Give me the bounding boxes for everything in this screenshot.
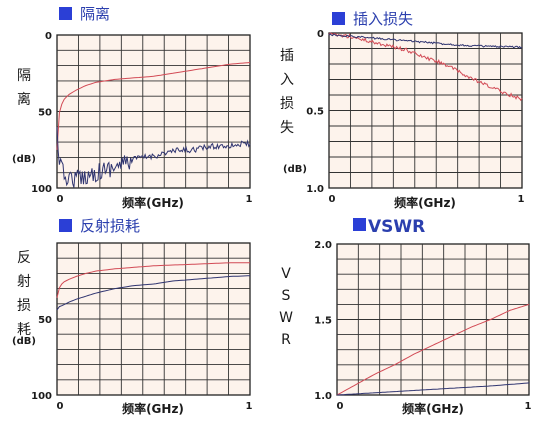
x-tick-label: 0 xyxy=(57,194,64,205)
return-loss-ylabel-unit: (dB) xyxy=(12,336,36,347)
series-line-red xyxy=(336,303,530,396)
x-tick-label: 0 xyxy=(337,401,344,412)
return-loss-ylabel: 反射损耗 (dB) xyxy=(12,250,36,347)
ylabel-char: V xyxy=(281,266,291,282)
insertion-loss-grid xyxy=(329,33,522,188)
y-tick-label: 1.0 xyxy=(306,184,324,195)
y-tick-label: 100 xyxy=(31,391,52,402)
return-loss-ylabel-text: 反射损耗 xyxy=(17,250,31,338)
ylabel-char: W xyxy=(279,310,293,326)
return-loss-series xyxy=(56,262,251,311)
series-line-blue xyxy=(56,275,251,311)
ylabel-char: 耗 xyxy=(17,322,31,338)
y-tick-label: 0.5 xyxy=(306,107,324,118)
isolation-ylabel-text: 隔离 xyxy=(17,68,31,108)
ylabel-char: 损 xyxy=(17,298,31,314)
ylabel-char: 隔 xyxy=(17,68,31,84)
x-tick-label: 1 xyxy=(518,194,525,205)
series-line-red xyxy=(56,262,250,298)
isolation-ylabel-unit: (dB) xyxy=(12,154,36,165)
insertion-loss-ylabel-text: 插入损失 xyxy=(280,48,294,136)
x-tick-label: 1 xyxy=(246,401,253,412)
ylabel-char: R xyxy=(281,332,291,348)
isolation-series xyxy=(56,62,251,188)
series-line-red xyxy=(328,32,523,102)
ylabel-char: 反 xyxy=(17,250,31,266)
series-line-blue xyxy=(328,33,523,49)
isolation-ylabel: 隔离 (dB) xyxy=(12,68,36,165)
y-tick-label: 1.0 xyxy=(314,391,332,402)
ylabel-char: 失 xyxy=(280,120,294,136)
isolation-panel: 隔离 隔离 (dB) 0 50 100 0 1 频率(GHz) xyxy=(12,5,253,210)
return-loss-grid xyxy=(57,243,250,395)
return-loss-panel: 反射损耗 反射损耗 (dB) 50 100 0 1 频率(GHz) xyxy=(12,217,253,416)
return-loss-title: 反射损耗 xyxy=(80,217,140,235)
vswr-xlabel: 频率(GHz) xyxy=(402,401,464,416)
y-tick-label: 100 xyxy=(31,184,52,195)
ylabel-char: 射 xyxy=(17,274,31,290)
ylabel-char: 损 xyxy=(280,96,294,112)
series-line-red xyxy=(56,62,251,150)
isolation-tick-labels: 0 50 100 0 1 xyxy=(31,31,252,205)
series-line-blue xyxy=(56,126,251,188)
vswr-tick-labels: 1.0 1.5 2.0 0 1 xyxy=(314,240,531,412)
insertion-loss-series xyxy=(328,32,523,102)
insertion-loss-title: 插入损失 xyxy=(353,10,413,28)
y-tick-label: 50 xyxy=(38,315,52,326)
ylabel-char: 入 xyxy=(280,72,294,88)
insertion-loss-panel: 插入损失 插入损失 (dB) 0 0.5 1.0 0 1 频率(GHz) xyxy=(280,10,525,210)
vswr-series xyxy=(336,303,530,396)
title-square-icon xyxy=(59,219,72,232)
x-tick-label: 1 xyxy=(246,194,253,205)
isolation-xlabel: 频率(GHz) xyxy=(122,195,184,210)
y-tick-label: 0 xyxy=(45,31,52,42)
ylabel-char: 插 xyxy=(280,48,294,64)
y-tick-label: 2.0 xyxy=(314,240,332,251)
y-tick-label: 0 xyxy=(317,29,324,40)
title-square-icon xyxy=(59,7,72,20)
insertion-loss-xlabel: 频率(GHz) xyxy=(394,195,456,210)
vswr-title: VSWR xyxy=(368,217,425,237)
x-tick-label: 0 xyxy=(329,194,336,205)
title-square-icon xyxy=(332,12,345,25)
ylabel-char: S xyxy=(282,288,291,304)
series-line-blue xyxy=(336,382,530,396)
title-square-icon xyxy=(353,218,366,231)
ylabel-char: 离 xyxy=(17,91,31,108)
return-loss-xlabel: 频率(GHz) xyxy=(122,401,184,416)
isolation-grid xyxy=(57,35,250,188)
y-tick-label: 1.5 xyxy=(314,316,332,327)
insertion-loss-ylabel: 插入损失 (dB) xyxy=(280,48,307,175)
x-tick-label: 1 xyxy=(525,401,532,412)
x-tick-label: 0 xyxy=(57,401,64,412)
insertion-loss-tick-labels: 0 0.5 1.0 0 1 xyxy=(306,29,524,205)
insertion-loss-ylabel-unit: (dB) xyxy=(283,164,307,175)
return-loss-tick-labels: 50 100 0 1 xyxy=(31,315,252,412)
vswr-grid xyxy=(337,244,529,395)
y-tick-label: 50 xyxy=(38,108,52,119)
isolation-title: 隔离 xyxy=(80,5,110,23)
